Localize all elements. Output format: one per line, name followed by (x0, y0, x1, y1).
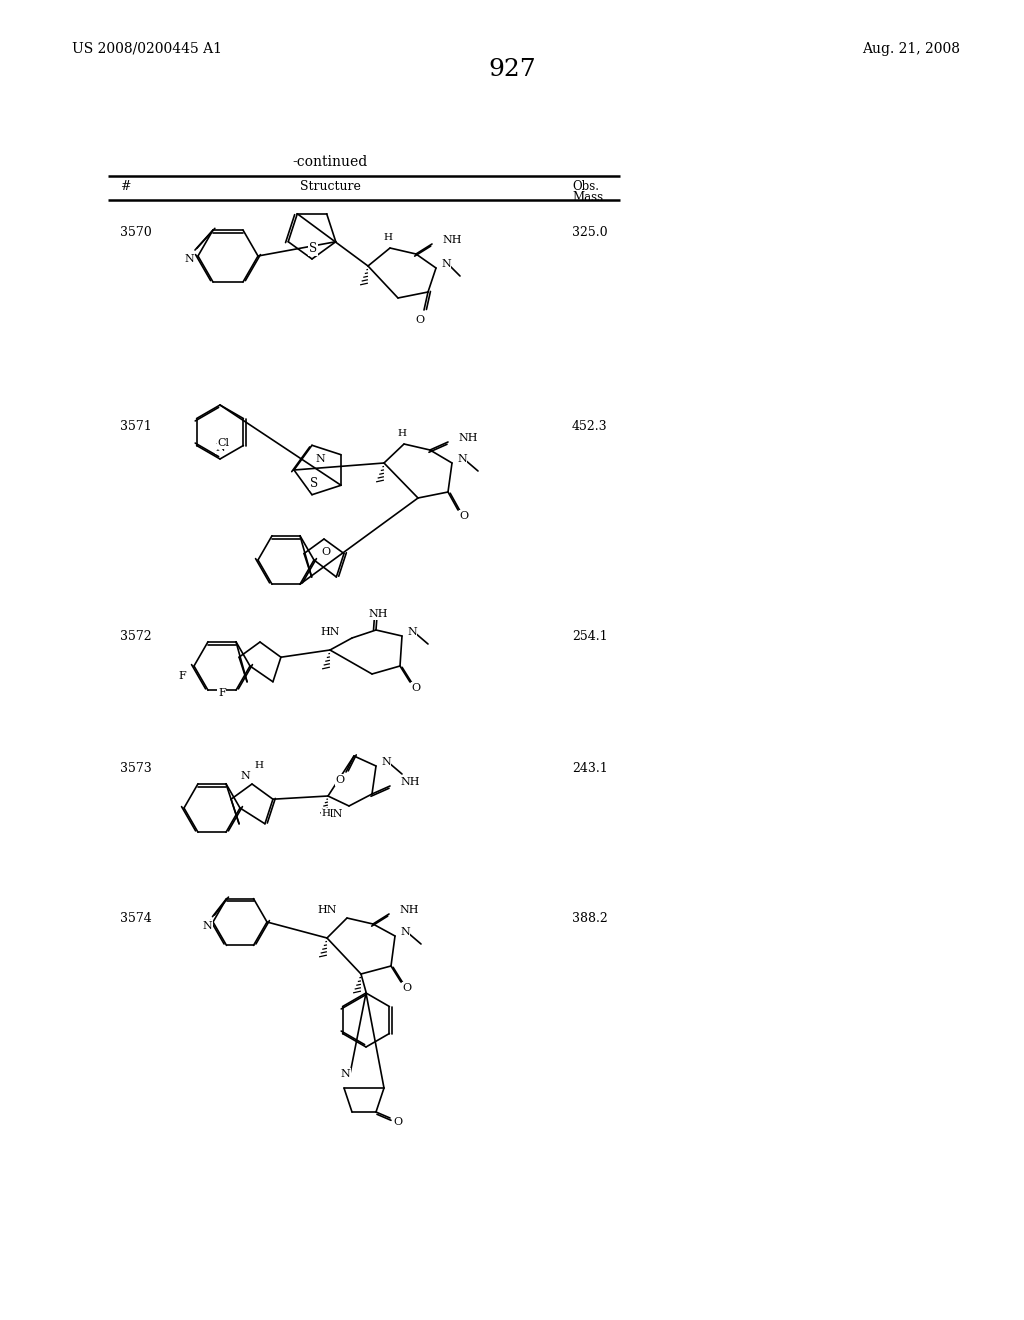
Text: HN: HN (324, 809, 343, 818)
Text: 254.1: 254.1 (572, 630, 607, 643)
Text: O: O (412, 682, 421, 693)
Text: N: N (457, 454, 467, 465)
Text: Obs.: Obs. (572, 180, 599, 193)
Text: Mass: Mass (572, 191, 603, 205)
Text: N: N (215, 444, 225, 453)
Text: N: N (381, 756, 391, 767)
Text: NH: NH (442, 235, 462, 246)
Text: H: H (254, 762, 263, 771)
Text: 452.3: 452.3 (572, 420, 607, 433)
Text: 3570: 3570 (120, 226, 152, 239)
Text: N: N (407, 627, 417, 638)
Text: O: O (322, 546, 331, 557)
Text: HN: HN (317, 906, 337, 915)
Text: 927: 927 (488, 58, 536, 81)
Text: O: O (416, 315, 425, 325)
Text: N: N (340, 1069, 350, 1078)
Text: NH: NH (400, 777, 420, 787)
Text: O: O (402, 983, 412, 993)
Text: 3573: 3573 (120, 762, 152, 775)
Text: NH: NH (458, 433, 477, 444)
Text: H: H (322, 809, 331, 818)
Text: O: O (393, 1117, 402, 1127)
Text: N: N (203, 920, 212, 931)
Text: NH: NH (369, 609, 388, 619)
Text: 388.2: 388.2 (572, 912, 608, 925)
Text: S: S (309, 242, 317, 255)
Text: O: O (460, 511, 469, 521)
Text: F: F (178, 671, 186, 681)
Text: 3571: 3571 (120, 420, 152, 433)
Text: F: F (218, 688, 225, 698)
Text: 325.0: 325.0 (572, 226, 607, 239)
Text: Aug. 21, 2008: Aug. 21, 2008 (862, 42, 961, 55)
Text: #: # (120, 180, 130, 193)
Text: N: N (441, 259, 451, 269)
Text: N: N (184, 253, 194, 264)
Text: Cl: Cl (217, 438, 229, 449)
Text: 3572: 3572 (120, 630, 152, 643)
Text: N: N (315, 454, 325, 463)
Text: O: O (336, 775, 344, 785)
Text: -continued: -continued (293, 154, 368, 169)
Text: N: N (241, 771, 250, 781)
Text: 3574: 3574 (120, 912, 152, 925)
Text: HN: HN (321, 627, 340, 638)
Text: NH: NH (399, 906, 419, 915)
Text: H: H (397, 429, 407, 438)
Text: US 2008/0200445 A1: US 2008/0200445 A1 (72, 42, 222, 55)
Text: N: N (400, 927, 410, 937)
Text: 243.1: 243.1 (572, 762, 608, 775)
Text: S: S (310, 477, 318, 490)
Text: H: H (384, 234, 392, 243)
Text: Structure: Structure (300, 180, 360, 193)
